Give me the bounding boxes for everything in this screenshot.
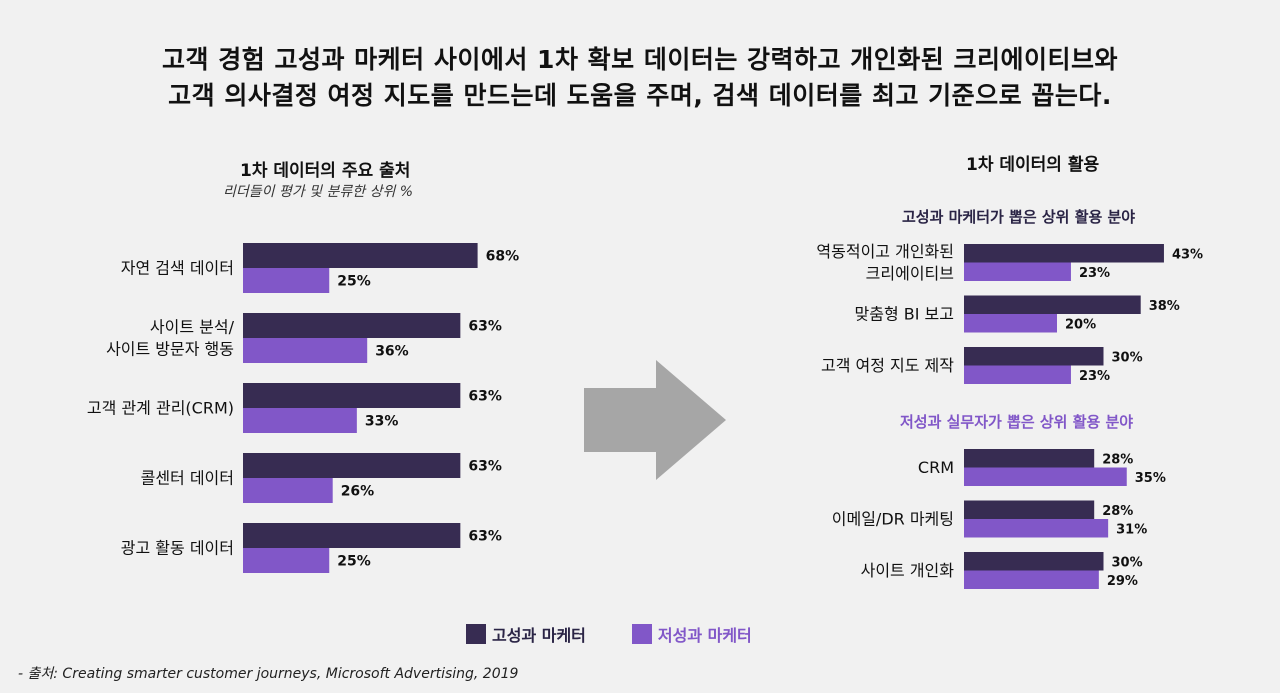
right-low-bar-high [964,552,1104,571]
right-high-bar-low [964,314,1057,333]
left-value-low: 36% [375,344,409,360]
legend-item-low: 저성과 마케터 [631,622,752,646]
right-high-value-low: 23% [1079,266,1110,281]
left-bar-low [243,268,330,293]
left-value-low: 25% [337,274,371,290]
right-high-category-label: 고객 여정 지도 제작 [821,356,954,375]
left-value-high: 63% [468,319,502,335]
right-low-bar-high [964,449,1095,468]
right-high-bar-high [964,295,1141,314]
left-value-high: 68% [486,249,520,265]
right-low-category-label: CRM [918,458,954,477]
left-value-high: 63% [468,459,502,475]
right-low-bar-low [964,570,1099,589]
right-low-value-high: 30% [1112,555,1143,570]
right-low-bar-low [964,519,1109,538]
right-group-title-low: 저성과 실무자가 뽑은 상위 활용 분야 [900,413,1134,431]
left-bar-high [243,313,461,338]
right-low-value-high: 28% [1102,452,1133,467]
right-chart-title: 1차 데이터의 활용 [966,155,1100,175]
right-low-bar-high [964,500,1095,519]
right-low-value-high: 28% [1102,504,1133,519]
headline-line-2: 고객 의사결정 여정 지도를 만드는데 도움을 주며, 검색 데이터를 최고 기… [168,81,1112,110]
right-group-title-high: 고성과 마케터가 뽑은 상위 활용 분야 [902,208,1136,226]
left-value-low: 33% [365,414,399,430]
right-low-category-label: 사이트 개인화 [861,561,955,580]
left-bar-high [243,523,461,548]
right-low-value-low: 31% [1116,522,1147,537]
headline-line-1: 고객 경험 고성과 마케터 사이에서 1차 확보 데이터는 강력하고 개인화된 … [162,45,1118,74]
right-high-value-high: 38% [1149,299,1180,314]
left-category-label: 사이트 방문자 행동 [106,340,234,359]
left-category-label: 광고 활동 데이터 [121,539,234,558]
left-bar-low [243,338,368,363]
left-bar-low [243,478,333,503]
right-high-category-label: 역동적이고 개인화된 [816,242,954,261]
left-value-low: 25% [337,554,371,570]
left-category-label: 사이트 분석/ [150,318,235,337]
left-bar-high [243,243,478,268]
source-note: - 출처: Creating smarter customer journeys… [18,666,519,682]
right-high-value-low: 20% [1065,317,1096,332]
left-category-label: 고객 관계 관리(CRM) [87,399,234,418]
left-bar-low [243,548,330,573]
left-bar-high [243,453,461,478]
left-bar-high [243,383,461,408]
right-high-value-low: 23% [1079,369,1110,384]
left-category-label: 콜센터 데이터 [141,469,234,488]
right-low-bar-low [964,467,1127,486]
right-low-category-label: 이메일/DR 마케팅 [832,510,954,529]
right-high-value-high: 30% [1112,350,1143,365]
right-high-bar-high [964,347,1104,366]
right-arrow-icon [584,360,726,480]
right-high-bar-high [964,244,1164,263]
left-chart-subtitle: 리더들이 평가 및 분류한 상위 % [223,184,414,200]
left-chart-title: 1차 데이터의 주요 출처 [240,161,411,181]
left-category-label: 자연 검색 데이터 [121,259,234,278]
legend-swatch-high [466,624,486,644]
left-value-low: 26% [341,484,375,500]
legend: 고성과 마케터 저성과 마케터 [466,622,798,646]
right-high-bar-low [964,262,1071,281]
legend-label-low: 저성과 마케터 [657,626,752,645]
right-low-value-low: 29% [1107,574,1138,589]
left-value-high: 63% [468,529,502,545]
right-high-category-label: 맞춤형 BI 보고 [855,305,954,324]
left-bar-low [243,408,357,433]
legend-label-high: 고성과 마케터 [492,626,586,645]
right-high-category-label: 크리에이티브 [866,264,954,283]
legend-swatch-low [631,624,652,644]
right-low-value-low: 35% [1135,471,1166,486]
right-high-bar-low [964,365,1071,384]
legend-item-high: 고성과 마케터 [466,622,586,646]
headline: 고객 경험 고성과 마케터 사이에서 1차 확보 데이터는 강력하고 개인화된 … [0,42,1280,114]
left-value-high: 63% [468,389,502,405]
right-high-value-high: 43% [1172,247,1203,262]
